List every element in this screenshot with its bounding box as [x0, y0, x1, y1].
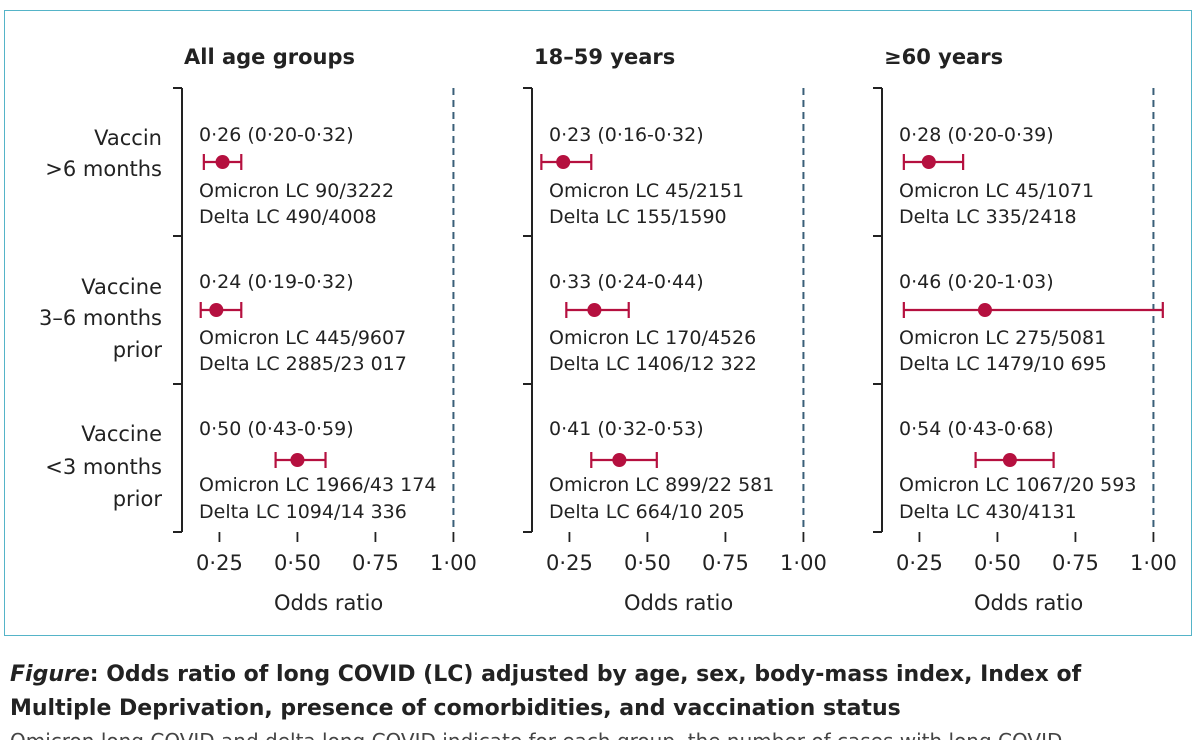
panel-3-x-tick-label-3: 0·75 [1052, 551, 1099, 575]
panel-2-row-3-point [612, 453, 627, 467]
panel-2-row-3-delta-count: Delta LC 664/10 205 [549, 501, 745, 523]
panel-3-row-3-or-text: 0·54 (0·43-0·68) [899, 418, 1054, 440]
panel-1-x-tick-label-1: 0·25 [196, 551, 243, 575]
panel-2-x-tick-label-3: 0·75 [702, 551, 749, 575]
panel-2-row-2-point [587, 303, 602, 317]
panel-2-row-1-or-text: 0·23 (0·16-0·32) [549, 124, 704, 146]
row-label-3-line-3: prior [113, 487, 163, 511]
panel-2-row-2-or-text: 0·33 (0·24-0·44) [549, 271, 704, 293]
panel-1-row-3-point [290, 453, 305, 467]
panel-2-row-3-omicron-count: Omicron LC 899/22 581 [549, 474, 774, 496]
panel-1-row-3-delta-count: Delta LC 1094/14 336 [199, 501, 407, 523]
panel-1-x-tick-label-4: 1·00 [430, 551, 477, 575]
panel-3-row-3-delta-count: Delta LC 430/4131 [899, 501, 1077, 523]
panel-2-x-axis-label: Odds ratio [624, 591, 733, 615]
panel-2-row-1-delta-count: Delta LC 155/1590 [549, 206, 727, 228]
row-label-2-line-1: Vaccine [81, 275, 162, 299]
panel-1-row-3-or-text: 0·50 (0·43-0·59) [199, 418, 354, 440]
panel-3-row-2-point [977, 303, 992, 317]
panel-2-row-2-omicron-count: Omicron LC 170/4526 [549, 327, 756, 349]
panel-3-x-axis-label: Odds ratio [974, 591, 1083, 615]
figure-caption: Figure: Odds ratio of long COVID (LC) ad… [10, 658, 1190, 726]
panel-1-x-axis-label: Odds ratio [274, 591, 383, 615]
panel-title-3: ≥60 years [884, 45, 1003, 69]
row-label-1-line-2: >6 months [45, 157, 162, 181]
panel-1-row-1-or-text: 0·26 (0·20-0·32) [199, 124, 354, 146]
panel-3-x-tick-label-2: 0·50 [974, 551, 1021, 575]
panel-1-row-2-omicron-count: Omicron LC 445/9607 [199, 327, 406, 349]
panel-3-row-1-omicron-count: Omicron LC 45/1071 [899, 180, 1094, 202]
panel-2-x-tick-label-4: 1·00 [780, 551, 827, 575]
panel-title-2: 18–59 years [534, 45, 675, 69]
panel-3-row-1-or-text: 0·28 (0·20-0·39) [899, 124, 1054, 146]
row-label-2-line-3: prior [113, 338, 163, 362]
caption-text: : Odds ratio of long COVID (LC) adjusted… [10, 662, 1082, 721]
row-label-1-line-1: Vaccin [94, 126, 162, 150]
panel-1-row-1-point [215, 155, 230, 169]
panel-3-row-3-point [1002, 453, 1017, 467]
panel-1-row-2-or-text: 0·24 (0·19-0·32) [199, 271, 354, 293]
panel-2-row-3-or-text: 0·41 (0·32-0·53) [549, 418, 704, 440]
panel-2-x-tick-label-1: 0·25 [546, 551, 593, 575]
panel-3-row-1-delta-count: Delta LC 335/2418 [899, 206, 1077, 228]
caption-continuation: Omicron long COVID and delta long COVID … [10, 728, 1190, 740]
figure-frame [4, 10, 1192, 636]
panel-3-row-2-or-text: 0·46 (0·20-1·03) [899, 271, 1054, 293]
panel-3-x-tick-label-4: 1·00 [1130, 551, 1177, 575]
panel-3-row-2-delta-count: Delta LC 1479/10 695 [899, 353, 1107, 375]
panel-1-row-1-omicron-count: Omicron LC 90/3222 [199, 180, 394, 202]
panel-title-1: All age groups [184, 45, 355, 69]
panel-3-row-3-omicron-count: Omicron LC 1067/20 593 [899, 474, 1136, 496]
panel-3-row-2-omicron-count: Omicron LC 275/5081 [899, 327, 1106, 349]
panel-1-row-2-point [209, 303, 224, 317]
panel-3-x-tick-label-1: 0·25 [896, 551, 943, 575]
panel-1-x-tick-label-3: 0·75 [352, 551, 399, 575]
panel-1-x-tick-label-2: 0·50 [274, 551, 321, 575]
panel-2-x-tick-label-2: 0·50 [624, 551, 671, 575]
panel-1-row-1-delta-count: Delta LC 490/4008 [199, 206, 377, 228]
row-label-2-line-2: 3–6 months [39, 306, 162, 330]
row-label-3-line-2: <3 months [45, 455, 162, 479]
panel-2-row-1-omicron-count: Omicron LC 45/2151 [549, 180, 744, 202]
panel-3-row-1-point [921, 155, 936, 169]
panel-1-row-2-delta-count: Delta LC 2885/23 017 [199, 353, 407, 375]
forest-plot: Vaccin >6 months Vaccine 3–6 months prior Vac… [39, 45, 1177, 615]
row-label-3-line-1: Vaccine [81, 422, 162, 446]
panel-2-row-2-delta-count: Delta LC 1406/12 322 [549, 353, 757, 375]
panel-2-row-1-point [556, 155, 571, 169]
panel-1-row-3-omicron-count: Omicron LC 1966/43 174 [199, 474, 436, 496]
caption-lead: Figure [10, 662, 90, 687]
